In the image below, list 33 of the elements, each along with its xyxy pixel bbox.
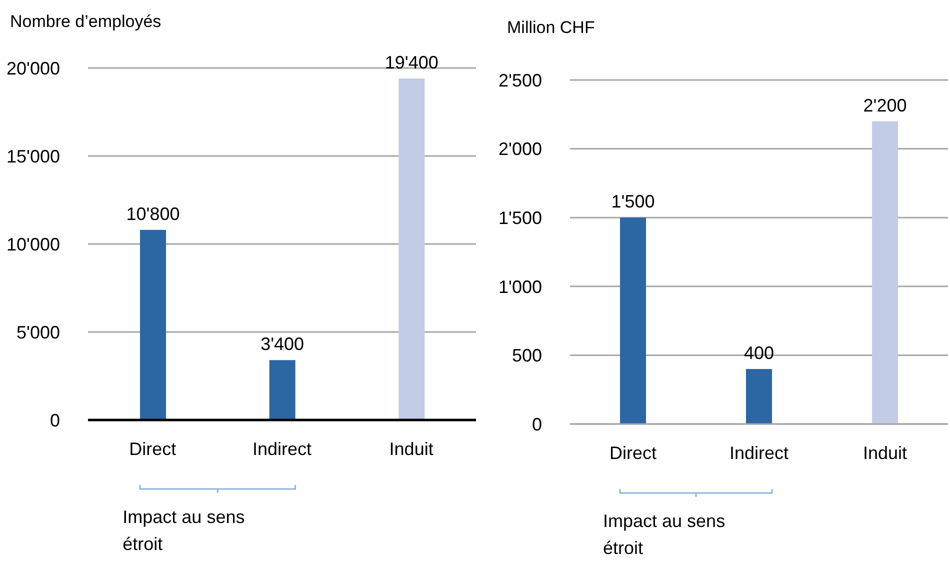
data-label: 19'400 [384,52,438,73]
y-tick-label: 0 [50,410,60,430]
y-tick-label: 10'000 [6,234,60,254]
y-tick-label: 15'000 [6,146,60,166]
x-tick-label: Induit [389,438,434,459]
y-tick-label: 20'000 [6,58,60,78]
y-tick-label: 0 [532,414,542,434]
y-axis-title: Nombre d’employés [10,12,162,32]
y-tick-label: 1'000 [498,276,542,297]
y-tick-label: 2'500 [498,70,542,90]
x-tick-label: Direct [609,442,657,463]
y-tick-label: 2'000 [498,139,542,160]
y-tick-label: 5'000 [16,322,60,342]
x-tick-label: Direct [129,438,176,459]
x-tick-label: Induit [862,442,908,463]
y-axis-title: Million CHF [507,18,595,38]
text: Impact au sens étroit [122,506,246,556]
bar [269,360,296,420]
data-label: 1'500 [611,192,655,212]
data-label: 2'200 [863,95,907,116]
x-tick-label: Indirect [729,442,789,463]
y-tick-label: 1'500 [498,208,542,228]
y-tick-label: 500 [512,346,542,366]
bar [620,218,646,424]
bar [872,121,898,424]
bar [398,78,425,420]
data-label: 3'400 [260,334,304,354]
text: Impact au sens étroit [603,510,726,560]
data-label: 400 [744,342,774,363]
x-tick-label: Indirect [252,438,312,459]
data-label: 10'800 [126,204,180,224]
bar [140,230,166,420]
bar [746,368,772,424]
